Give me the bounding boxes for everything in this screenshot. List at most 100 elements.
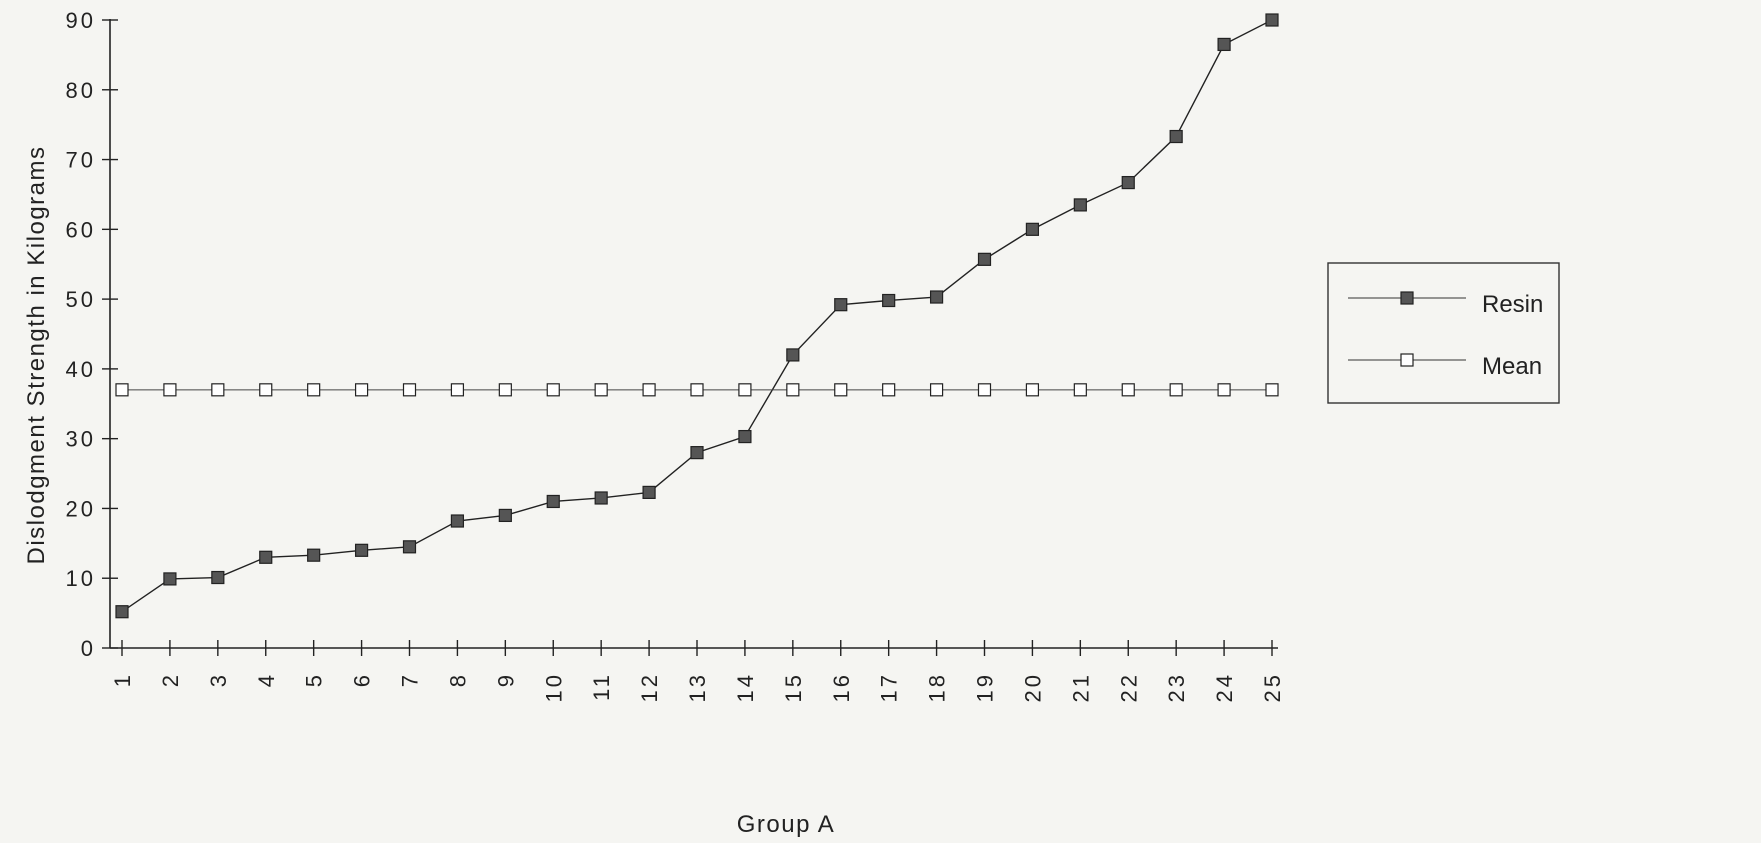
- x-tick-label: 5: [302, 672, 327, 687]
- y-tick-label: 80: [66, 78, 96, 103]
- y-tick-label: 0: [81, 636, 96, 661]
- data-point-mean: [977, 383, 992, 397]
- series-layer: [115, 13, 1279, 619]
- y-axis-ticks: 0 10 20 30 40 50 60 70 80 90: [66, 8, 118, 661]
- x-tick-label: 22: [1116, 672, 1141, 702]
- y-tick-label: 70: [66, 148, 96, 173]
- x-tick-label: 12: [637, 672, 662, 702]
- data-point-mean: [1169, 383, 1183, 397]
- data-point-mean: [1073, 383, 1087, 397]
- data-point-mean: [307, 383, 321, 397]
- data-point-resin: [1169, 129, 1183, 144]
- x-axis-title: Group A: [737, 811, 836, 838]
- y-tick-label: 10: [66, 566, 96, 591]
- data-point-resin: [786, 348, 800, 362]
- data-point-mean: [738, 383, 752, 397]
- data-point-mean: [929, 383, 944, 397]
- x-tick-label: 23: [1164, 672, 1189, 702]
- x-tick-label: 7: [398, 672, 423, 687]
- x-tick-label: 14: [733, 672, 758, 702]
- data-point-mean: [834, 383, 848, 397]
- x-tick-label: 25: [1260, 672, 1285, 702]
- x-tick-label: 16: [829, 672, 854, 702]
- data-point-resin: [259, 550, 273, 564]
- data-point-resin: [929, 290, 944, 304]
- x-tick-label: 9: [493, 672, 518, 687]
- data-point-resin: [498, 508, 512, 523]
- y-tick-label: 20: [66, 496, 96, 521]
- data-point-resin: [834, 298, 848, 312]
- x-tick-label: 13: [685, 672, 710, 702]
- data-point-resin: [1073, 198, 1087, 212]
- data-point-mean: [642, 383, 656, 397]
- data-point-mean: [354, 383, 369, 397]
- x-tick-label: 17: [877, 672, 902, 702]
- data-point-mean: [402, 383, 417, 397]
- data-point-mean: [115, 383, 129, 397]
- data-point-mean: [882, 383, 896, 397]
- x-tick-label: 4: [254, 672, 279, 687]
- data-point-mean: [786, 383, 800, 397]
- data-point-resin: [642, 485, 656, 499]
- legend-marker-resin: [1400, 291, 1414, 305]
- data-point-resin: [163, 572, 177, 586]
- legend: Resin Mean: [1327, 262, 1560, 404]
- data-point-resin: [738, 429, 752, 444]
- x-tick-label: 18: [925, 672, 950, 702]
- y-axis-title: Dislodgment Strength in Kilograms: [23, 145, 50, 564]
- x-tick-label: 3: [206, 672, 231, 687]
- x-tick-label: 19: [973, 672, 998, 702]
- y-tick-label: 30: [66, 427, 96, 452]
- legend-label-mean: Mean: [1482, 353, 1542, 380]
- data-point-resin: [1121, 175, 1135, 190]
- legend-marker-mean: [1400, 353, 1414, 367]
- legend-label-resin: Resin: [1482, 291, 1543, 318]
- y-tick-label: 90: [66, 8, 96, 33]
- data-point-resin: [690, 446, 704, 460]
- legend-box: [1327, 262, 1560, 404]
- data-point-mean: [1025, 383, 1040, 397]
- data-point-resin: [882, 293, 896, 308]
- data-point-resin: [977, 252, 992, 266]
- x-tick-label: 2: [158, 672, 183, 687]
- data-point-mean: [259, 383, 273, 397]
- data-point-resin: [1265, 13, 1279, 27]
- data-point-mean: [690, 383, 704, 397]
- x-tick-label: 15: [781, 672, 806, 702]
- y-tick-label: 50: [66, 287, 96, 312]
- data-point-mean: [594, 383, 608, 397]
- data-point-resin: [594, 491, 608, 505]
- x-tick-label: 10: [541, 672, 566, 702]
- data-point-mean: [498, 383, 512, 397]
- series-line-resin: [121, 19, 1273, 613]
- x-tick-label: 1: [110, 672, 135, 687]
- series-mean: [115, 383, 1279, 397]
- data-point-mean: [1217, 383, 1231, 397]
- data-point-resin: [1025, 222, 1040, 236]
- data-point-mean: [211, 383, 225, 397]
- data-point-resin: [450, 514, 465, 528]
- y-tick-label: 60: [66, 217, 96, 242]
- y-tick-label: 40: [66, 357, 96, 382]
- axes: [109, 19, 1278, 649]
- x-tick-label: 20: [1020, 672, 1045, 702]
- data-point-resin: [115, 605, 129, 619]
- data-point-resin: [211, 570, 225, 585]
- series-resin: [115, 13, 1279, 619]
- data-point-mean: [450, 383, 465, 397]
- x-tick-label: 21: [1068, 672, 1093, 702]
- data-point-resin: [1217, 37, 1231, 52]
- data-point-resin: [354, 543, 369, 557]
- data-point-resin: [307, 548, 321, 562]
- data-point-resin: [402, 540, 417, 554]
- data-point-mean: [1121, 383, 1135, 397]
- data-point-mean: [1265, 383, 1279, 397]
- x-tick-label: 6: [350, 672, 375, 687]
- x-tick-label: 8: [445, 672, 470, 687]
- data-point-mean: [163, 383, 177, 397]
- x-tick-label: 11: [589, 672, 614, 701]
- x-axis-ticks: 1 2 3 4 5 6 7 8 9 10 11 12 13 14 15 16 17 18 19 20 21 22 23 24 2…: [110, 640, 1285, 702]
- data-point-mean: [546, 383, 560, 397]
